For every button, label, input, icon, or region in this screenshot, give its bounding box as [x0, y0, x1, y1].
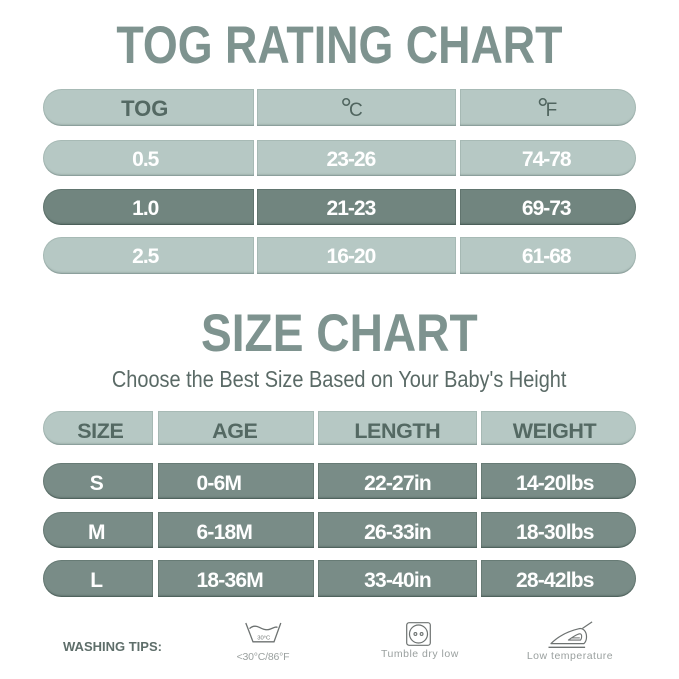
svg-text:30°C: 30°C: [257, 635, 270, 641]
